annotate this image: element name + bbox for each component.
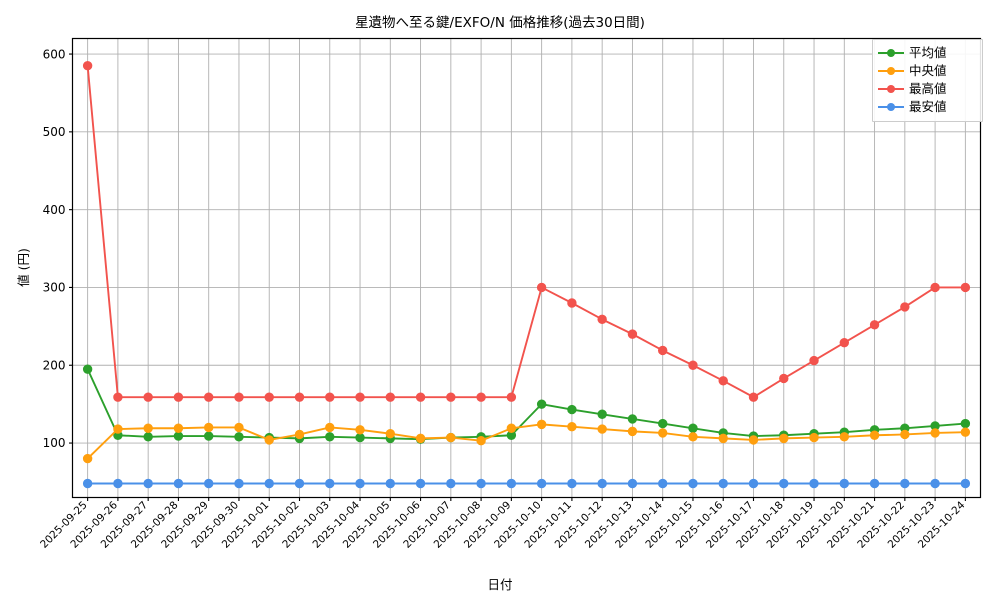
legend-label-max: 最高値 bbox=[909, 80, 947, 96]
y-axis-ticks: 100 200 300 400 500 600 bbox=[43, 47, 73, 450]
legend-line-marker-orange bbox=[878, 65, 904, 77]
legend-item-max[interactable]: 最高値 bbox=[878, 80, 977, 98]
svg-text:100: 100 bbox=[43, 436, 66, 450]
series-最安値 bbox=[82, 478, 971, 489]
legend-line-marker-red bbox=[878, 83, 904, 95]
legend-label-mean: 平均値 bbox=[909, 44, 947, 60]
svg-text:600: 600 bbox=[43, 47, 66, 61]
series-平均値 bbox=[82, 364, 971, 444]
svg-text:200: 200 bbox=[43, 358, 66, 372]
legend-item-min[interactable]: 最安値 bbox=[878, 98, 977, 116]
series-最高値 bbox=[82, 61, 971, 402]
svg-text:500: 500 bbox=[43, 125, 66, 139]
grid-lines bbox=[72, 38, 981, 498]
svg-text:300: 300 bbox=[43, 281, 66, 295]
data-series-layer bbox=[82, 61, 971, 489]
series-中央値 bbox=[82, 419, 971, 464]
svg-text:400: 400 bbox=[43, 203, 66, 217]
x-axis-ticks: 2025-09-252025-09-262025-09-272025-09-28… bbox=[38, 497, 968, 551]
legend-item-median[interactable]: 中央値 bbox=[878, 62, 977, 80]
x-axis-label: 日付 bbox=[487, 577, 513, 592]
chart-title: 星遺物へ至る鍵/EXFO/N 価格推移(過去30日間) bbox=[355, 15, 645, 31]
legend-label-min: 最安値 bbox=[909, 98, 947, 114]
legend-label-median: 中央値 bbox=[909, 62, 947, 78]
legend-item-mean[interactable]: 平均値 bbox=[878, 44, 977, 62]
chart-legend[interactable]: 平均値 中央値 最高値 最安値 bbox=[872, 39, 983, 122]
legend-line-marker-blue bbox=[878, 101, 904, 113]
legend-line-marker-green bbox=[878, 47, 904, 59]
axes-frame bbox=[71, 37, 982, 499]
